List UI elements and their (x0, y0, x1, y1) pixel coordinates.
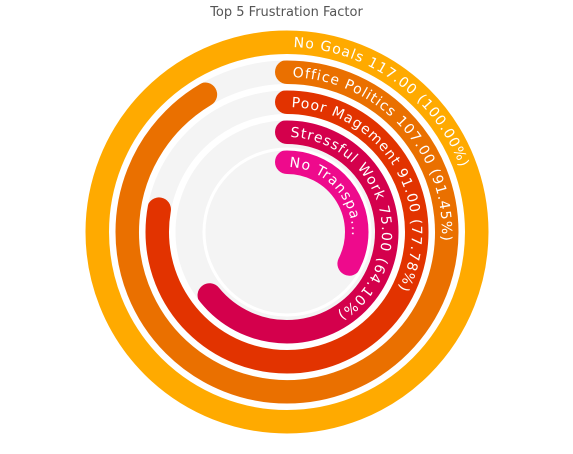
chart-title: Top 5 Frustration Factor (210, 5, 363, 20)
bar-no-goals[interactable] (85, 30, 489, 435)
ring-separator-5 (202, 147, 372, 317)
bar-office-politics[interactable] (115, 60, 459, 404)
bar-no-transpa[interactable] (275, 150, 369, 276)
ring-separator-1 (82, 27, 492, 437)
bar-poor-magement[interactable] (145, 90, 429, 374)
bar-stressful-work[interactable] (197, 120, 399, 344)
ring-separator-2 (112, 57, 462, 407)
ring-separator-3 (142, 87, 432, 377)
ring-separator-4 (172, 117, 402, 347)
